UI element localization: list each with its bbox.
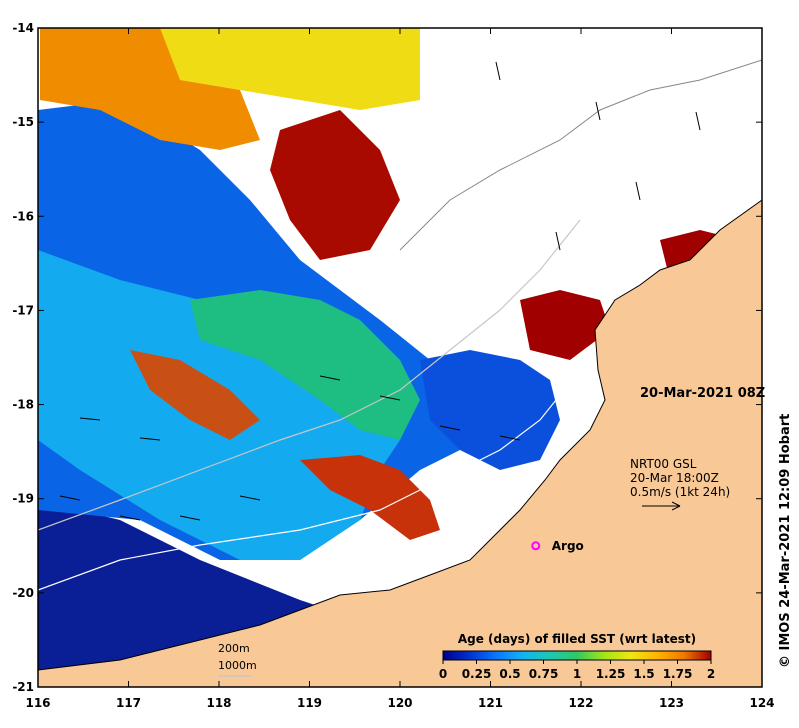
colorbar-labels: 0 0.25 0.5 0.75 1 1.25 1.5 1.75 2	[439, 660, 715, 681]
colorbar-title: Age (days) of filled SST (wrt latest)	[458, 632, 696, 646]
lat-tick-label: -17	[12, 303, 34, 317]
sst-age-zone-yellow	[160, 28, 420, 110]
latitude-axis: -14 -15 -16 -17 -18 -19 -20 -21	[12, 21, 762, 694]
longitude-axis: 116 117 118 119 120 121 122 123 124	[25, 28, 775, 710]
current-note-line1: NRT00 GSL	[630, 457, 697, 471]
isobath-1000m	[38, 219, 581, 531]
sst-age-zone-red-west	[130, 350, 260, 440]
isobath-200m	[38, 369, 581, 591]
lon-tick-label: 124	[749, 696, 774, 710]
lat-tick-label: -16	[12, 209, 34, 223]
lon-tick-label: 116	[25, 696, 50, 710]
sst-age-zone-red-north	[270, 110, 400, 260]
colorbar-tick-label: 2	[707, 667, 715, 681]
lon-tick-label: 120	[387, 696, 412, 710]
colorbar	[442, 650, 712, 661]
sst-age-zone-red-northeast	[520, 290, 610, 360]
colorbar-tick-label: 1.25	[596, 667, 626, 681]
sst-age-zone-blue-east	[420, 350, 560, 470]
colorbar-tick-label: 1.75	[663, 667, 693, 681]
current-note-line2: 20-Mar 18:00Z	[630, 471, 719, 485]
lon-tick-label: 123	[659, 696, 684, 710]
colorbar-tick-label: 1	[573, 667, 581, 681]
sst-age-zone-orange	[40, 28, 260, 150]
current-scale-arrow	[642, 501, 681, 511]
land-mass	[38, 199, 762, 687]
northeast-coast	[399, 59, 762, 251]
lon-tick-label: 119	[297, 696, 322, 710]
colorbar-tick-label: 0.25	[462, 667, 492, 681]
isobath-label-1000m: 1000m	[218, 659, 257, 672]
lat-tick-label: -14	[12, 21, 34, 35]
lon-tick-label: 121	[478, 696, 503, 710]
colorbar-tick-label: 1.5	[633, 667, 654, 681]
isobath-label-200m: 200m	[218, 642, 250, 655]
colorbar-tick-label: 0.75	[529, 667, 559, 681]
lat-tick-label: -18	[12, 398, 34, 412]
lat-tick-label: -21	[12, 680, 34, 694]
current-note-line3: 0.5m/s (1kt 24h)	[630, 485, 730, 499]
colorbar-tick-label: 0	[439, 667, 447, 681]
lat-tick-label: -20	[12, 586, 34, 600]
map-timestamp: 20-Mar-2021 08Z	[640, 386, 765, 401]
lat-tick-label: -15	[12, 115, 34, 129]
lon-tick-label: 117	[116, 696, 141, 710]
sst-age-zone-red-south	[300, 455, 440, 540]
colorbar-tick-label: 0.5	[499, 667, 520, 681]
sst-field	[38, 28, 762, 687]
credit-label: © IMOS 24-Mar-2021 12:09 Hobart	[778, 414, 793, 668]
argo-label: Argo	[552, 539, 584, 553]
current-vectors	[59, 61, 701, 521]
lon-tick-label: 122	[568, 696, 593, 710]
lat-tick-label: -19	[12, 492, 34, 506]
sst-age-zone-green	[190, 290, 420, 440]
lon-tick-label: 118	[206, 696, 231, 710]
argo-marker	[531, 541, 541, 551]
